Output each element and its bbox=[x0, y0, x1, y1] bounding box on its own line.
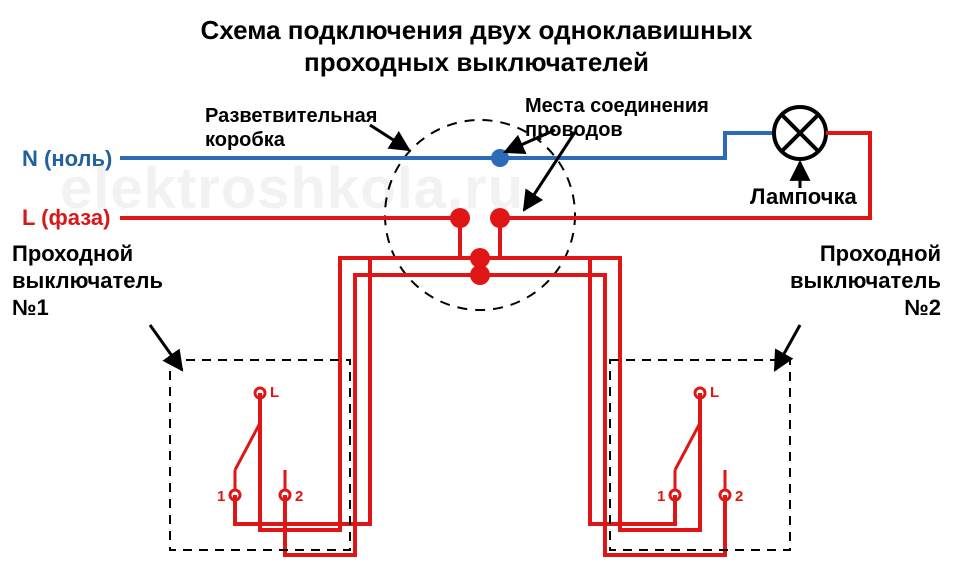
switch1-arm bbox=[235, 423, 260, 470]
svg-text:2: 2 bbox=[295, 488, 303, 505]
wire-traveller-B-right bbox=[480, 275, 725, 555]
wire-sw2-L bbox=[500, 218, 700, 530]
arrow-switch2 bbox=[775, 325, 800, 370]
switch1-L-label: L bbox=[270, 384, 279, 401]
wire-sw1-L bbox=[260, 218, 460, 530]
arrow-junction-box bbox=[370, 125, 409, 150]
svg-text:1: 1 bbox=[217, 488, 225, 505]
svg-text:1: 1 bbox=[657, 488, 665, 505]
switch2-L-label: L bbox=[710, 384, 719, 401]
wire-traveller-B-left bbox=[285, 275, 480, 555]
arrow-junction-point-2 bbox=[524, 132, 575, 210]
arrow-switch1 bbox=[150, 325, 182, 370]
junction-node-red bbox=[470, 265, 490, 285]
switch2-arm bbox=[675, 423, 700, 470]
wiring-diagram-svg: L 1 2 L 1 2 bbox=[0, 0, 953, 570]
wire-traveller-A-right bbox=[480, 258, 675, 524]
svg-text:2: 2 bbox=[735, 488, 743, 505]
neutral-wire bbox=[120, 133, 774, 158]
junction-node-red bbox=[450, 208, 470, 228]
junction-node-red bbox=[490, 208, 510, 228]
